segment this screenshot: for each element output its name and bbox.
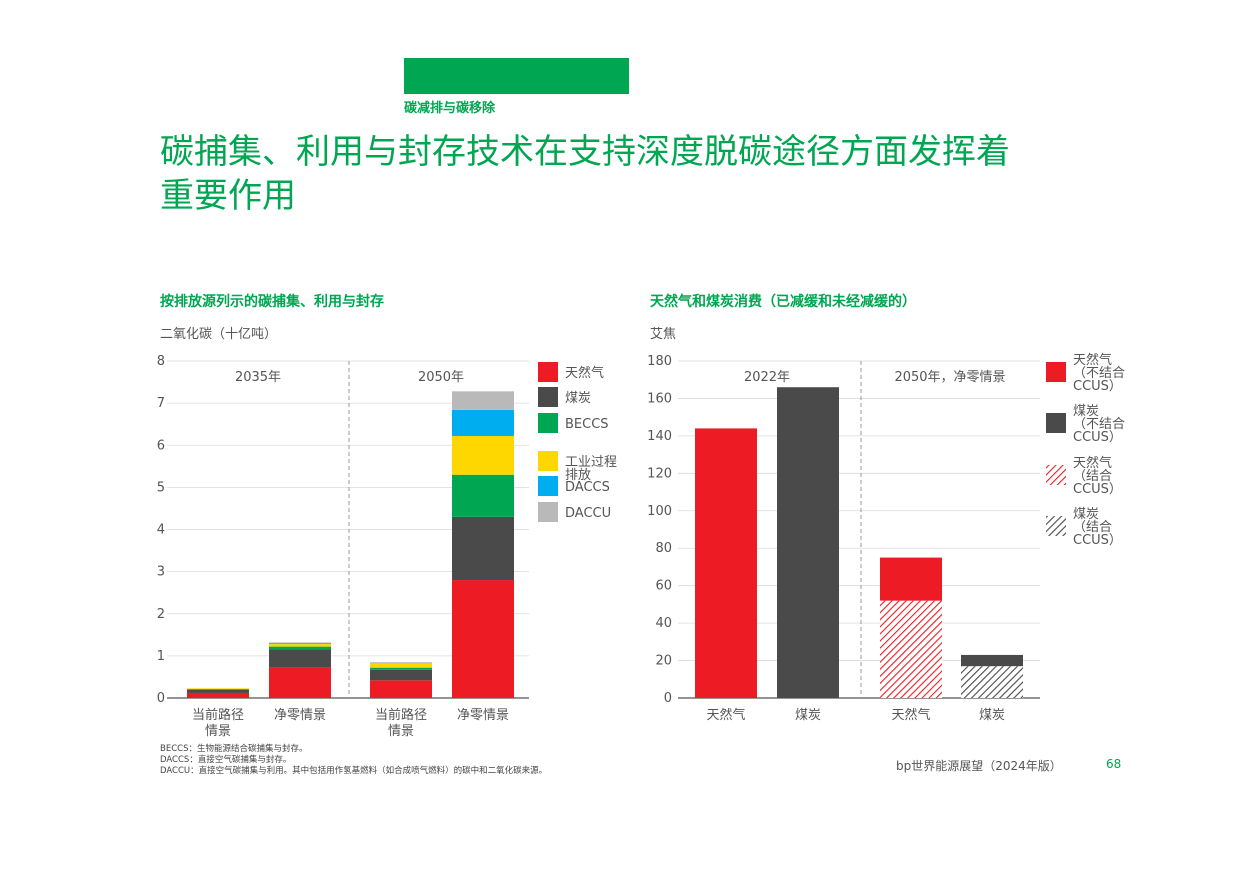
chart2-y-tick-label: 60 <box>655 579 672 594</box>
chart2-legend-label: 天然气（结合 CCUS） <box>1073 455 1122 497</box>
chart2-y-unit: 艾焦 <box>650 327 677 342</box>
chart2-x-tick-label: 煤炭 <box>795 708 821 723</box>
chart1-bar-segment <box>370 662 432 664</box>
chart1-bar-segment <box>452 435 514 475</box>
chart1-legend-label: BECCS <box>565 417 609 432</box>
chart1-legend-swatch <box>538 476 558 496</box>
chart2-group-label: 2022年 <box>744 370 790 385</box>
chart2-y-tick-label: 20 <box>655 654 672 669</box>
chart1-legend-swatch <box>538 502 558 522</box>
chart2-y-tick-label: 40 <box>655 616 672 631</box>
chart2-y-tick-label: 180 <box>647 354 672 369</box>
chart1-bar-segment <box>269 643 331 645</box>
chart1-y-tick-label: 4 <box>157 523 165 538</box>
chart1-x-tick-label: 当前路径情景 <box>375 707 427 739</box>
section-label: 碳减排与碳移除 <box>404 101 496 116</box>
chart1-bar-segment <box>269 644 331 647</box>
chart2-title: 天然气和煤炭消费（已减缓和未经减缓的） <box>650 294 916 310</box>
chart2-bar-segment <box>880 557 942 601</box>
chart1-legend-label: 工业过程排放 <box>565 455 617 483</box>
chart2-y-tick-label: 80 <box>655 541 672 556</box>
chart1-bar-segment <box>452 474 514 517</box>
chart1-bar-segment <box>187 689 249 693</box>
chart1-legend-label: DACCU <box>565 506 611 521</box>
chart2-y-tick-label: 0 <box>664 691 672 706</box>
chart1-group-label: 2050年 <box>418 370 464 385</box>
chart1-y-unit: 二氧化碳（十亿吨） <box>160 327 278 342</box>
chart2-legend-swatch <box>1046 362 1066 382</box>
chart1-x-tick-label: 净零情景 <box>457 708 509 723</box>
chart1-bar-segment <box>370 669 432 681</box>
chart2-legend-label: 煤炭（不结合 CCUS） <box>1073 404 1125 445</box>
chart2-x-tick-label: 天然气 <box>706 707 745 723</box>
chart1-legend-label: 煤炭 <box>565 391 591 406</box>
chart1-legend-swatch <box>538 413 558 433</box>
footnote-daccu: DACCU：直接空气碳捕集与利用。其中包括用作氢基燃料（如合成喷气燃料）的碳中和… <box>160 766 548 776</box>
chart1-y-tick-label: 8 <box>157 354 165 369</box>
chart1-bar-segment <box>269 646 331 650</box>
chart1-bar-segment <box>269 649 331 668</box>
chart2-legend-swatch <box>1046 516 1066 536</box>
footnote-beccs: BECCS：生物能源结合碳捕集与封存。 <box>160 744 308 754</box>
chart2-y-tick-label: 120 <box>647 466 672 481</box>
chart1-y-tick-label: 6 <box>157 438 165 453</box>
chart1-legend-label: 天然气 <box>565 365 604 381</box>
chart2-y-tick-label: 100 <box>647 504 672 519</box>
chart1-title: 按排放源列示的碳捕集、利用与封存 <box>160 294 384 310</box>
chart1-x-tick-label: 当前路径情景 <box>192 707 244 739</box>
chart2-y-tick-label: 160 <box>647 391 672 406</box>
chart1-group-label: 2035年 <box>235 370 281 385</box>
chart2-legend-swatch <box>1046 465 1066 485</box>
chart2-legend-label: 天然气（不结合 CCUS） <box>1073 352 1125 394</box>
chart1-legend-swatch <box>538 451 558 471</box>
chart2-bar-segment <box>961 666 1023 698</box>
chart2-x-tick-label: 煤炭 <box>979 708 1005 723</box>
chart1-y-tick-label: 1 <box>157 649 165 664</box>
chart1-bar-segment <box>187 688 249 690</box>
chart2-y-tick-label: 140 <box>647 429 672 444</box>
chart1-bar-segment <box>370 667 432 670</box>
chart1-bar-segment <box>452 391 514 410</box>
page-title: 碳捕集、利用与封存技术在支持深度脱碳途径方面发挥着 重要作用 <box>160 130 1060 218</box>
chart1-y-tick-label: 3 <box>157 565 165 580</box>
chart2-legend-label: 煤炭（结合 CCUS） <box>1073 507 1122 548</box>
chart1-y-tick-label: 2 <box>157 607 165 622</box>
chart1-legend-label: DACCS <box>565 480 610 495</box>
chart1-y-tick-label: 7 <box>157 396 165 411</box>
chart2-group-label: 2050年，净零情景 <box>894 370 1005 385</box>
chart1-bar-segment <box>452 409 514 436</box>
page-number: 68 <box>1106 757 1122 771</box>
chart2-legend-swatch <box>1046 413 1066 433</box>
chart1-bar-segment <box>269 642 331 644</box>
chart1-bar-segment <box>370 680 432 698</box>
chart1-bar-segment <box>452 516 514 581</box>
chart1-y-tick-label: 5 <box>157 480 165 495</box>
chart1-bar-segment <box>187 692 249 698</box>
chart1-x-tick-label: 净零情景 <box>274 708 326 723</box>
chart1-bar-segment <box>370 663 432 668</box>
chart2-bar-segment <box>961 654 1023 667</box>
chart2-x-tick-label: 天然气 <box>891 707 930 723</box>
chart1-bar-segment <box>269 667 331 698</box>
footnotes: BECCS：生物能源结合碳捕集与封存。 DACCS：直接空气碳捕集与封存。 DA… <box>160 744 547 777</box>
chart1-legend-swatch <box>538 362 558 382</box>
page-title-line1: 碳捕集、利用与封存技术在支持深度脱碳途径方面发挥着 <box>160 132 1010 172</box>
chart2-bar-segment <box>777 387 839 698</box>
chart2-bar-segment <box>695 428 757 698</box>
chart1-bar-segment <box>452 580 514 698</box>
footnote-daccs: DACCS：直接空气碳捕集与封存。 <box>160 755 292 765</box>
section-color-bar <box>404 58 629 94</box>
chart2-bar-segment <box>880 600 942 698</box>
footer-source: bp世界能源展望（2024年版） <box>896 759 1062 773</box>
chart1-y-tick-label: 0 <box>157 691 165 706</box>
chart1-legend-swatch <box>538 387 558 407</box>
page-title-line2: 重要作用 <box>160 176 296 216</box>
